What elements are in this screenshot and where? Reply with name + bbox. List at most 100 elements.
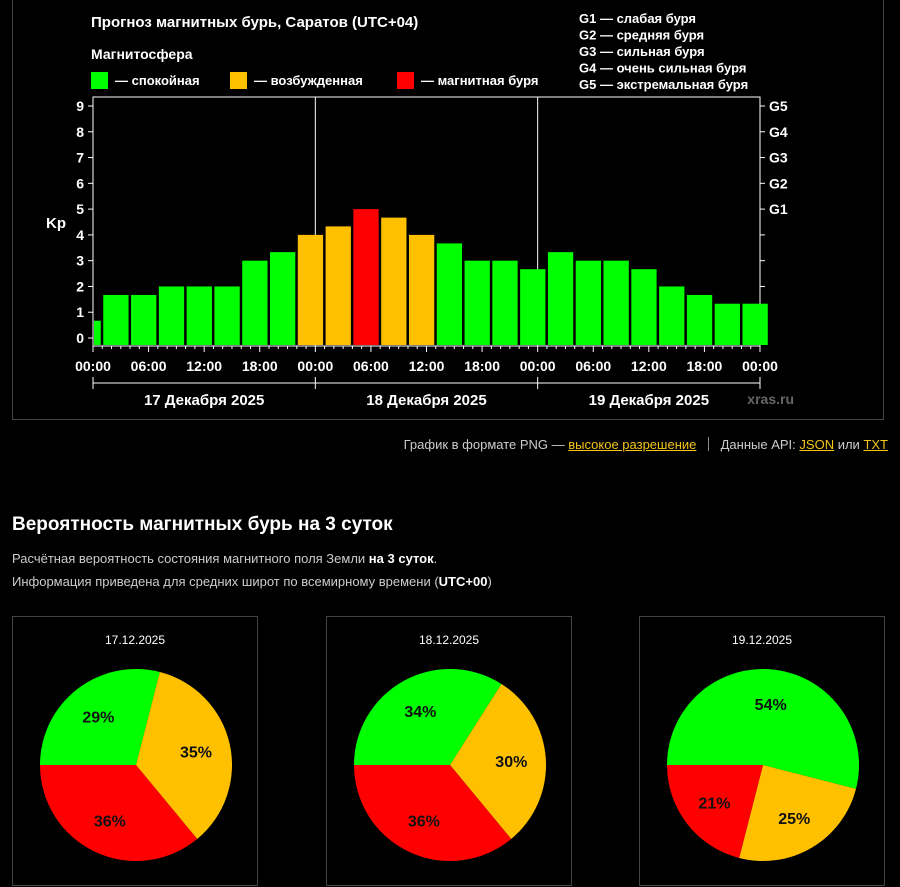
kp-bar [186, 286, 212, 345]
g-scale-item: G4 — очень сильная буря [579, 61, 746, 76]
x-tick-label: 00:00 [742, 358, 778, 374]
chart-title: Прогноз магнитных бурь, Саратов (UTC+04) [91, 14, 418, 31]
kp-bar [575, 260, 602, 345]
pie-slice-label: 34% [404, 704, 436, 721]
day-label: 17 Декабря 2025 [144, 392, 264, 409]
pie-slice-storm [40, 765, 198, 861]
kp-bar [381, 217, 407, 345]
pie-slice-active [739, 765, 856, 861]
pie-slice-quiet [40, 669, 160, 765]
png-label: График в формате PNG — [403, 437, 565, 452]
y-axis-label: Kp [46, 215, 66, 232]
x-tick-label: 18:00 [687, 358, 723, 374]
kp-bar [103, 294, 129, 345]
y-tick-label: 5 [76, 201, 84, 217]
txt-link[interactable]: TXT [863, 437, 888, 452]
kp-bar [464, 260, 490, 345]
pie-slice-label: 21% [698, 796, 730, 813]
g-scale-item: G2 — средняя буря [579, 28, 704, 43]
g-scale-item: G5 — экстремальная буря [579, 77, 748, 92]
pie-slice-active [450, 683, 546, 839]
hires-png-link[interactable]: высокое разрешение [568, 437, 697, 452]
json-link[interactable]: JSON [799, 437, 835, 452]
y-tick-label: 2 [76, 278, 84, 294]
pie-slice-storm [354, 765, 512, 861]
day-label: 18 Декабря 2025 [366, 392, 486, 409]
day-label: 19 Декабря 2025 [589, 392, 709, 409]
desc2-end: ) [487, 574, 492, 589]
g-tick-label: G4 [769, 124, 788, 140]
x-tick-label: 12:00 [186, 358, 222, 374]
kp-bar [492, 260, 518, 345]
export-links: График в формате PNG — высокое разрешени… [404, 437, 888, 452]
kp-bar [659, 286, 685, 345]
legend-swatch [91, 72, 108, 89]
pie-slice-quiet [354, 669, 502, 765]
x-tick-label: 00:00 [297, 358, 333, 374]
desc1-text: Расчётная вероятность состояния магнитно… [12, 551, 369, 566]
pie-card-day1: 17.12.2025 29% 35% 36% [12, 616, 258, 886]
pie-date: 18.12.2025 [418, 633, 480, 647]
x-tick-label: 06:00 [575, 358, 611, 374]
kp-bar [686, 294, 713, 345]
legend-label: — магнитная буря [421, 73, 538, 88]
pie-date: 19.12.2025 [731, 633, 793, 647]
x-tick-label: 06:00 [131, 358, 167, 374]
kp-bar [520, 269, 546, 345]
pie-chart: 29% 35% 36% [40, 669, 233, 861]
kp-bar [242, 260, 268, 345]
x-tick-label: 18:00 [242, 358, 278, 374]
kp-bar [436, 243, 463, 345]
legend-label: — возбужденная [254, 73, 363, 88]
description-line-2: Информация приведена для средних широт п… [12, 574, 492, 589]
pie-slice-label: 35% [180, 745, 212, 762]
pie-slice-label: 25% [778, 811, 810, 828]
pie-slice-label: 36% [408, 814, 440, 831]
pie-date: 17.12.2025 [104, 633, 166, 647]
g-tick-label: G5 [769, 98, 788, 114]
or-label: или [837, 437, 860, 452]
description-line-1: Расчётная вероятность состояния магнитно… [12, 551, 437, 566]
pie-slice-label: 30% [495, 754, 527, 771]
g-scale-item: G3 — сильная буря [579, 44, 705, 59]
pie-slice-label: 29% [82, 709, 114, 726]
desc2-text: Информация приведена для средних широт п… [12, 574, 439, 589]
probability-section-title: Вероятность магнитных бурь на 3 суток [12, 514, 393, 535]
kp-bar [297, 234, 324, 345]
pie-slice-label: 54% [755, 697, 787, 714]
g-tick-label: G1 [769, 201, 788, 217]
y-tick-label: 6 [76, 175, 84, 191]
kp-bar [131, 294, 157, 345]
g-scale-item: G1 — слабая буря [579, 11, 696, 26]
pie-slice-storm [667, 765, 763, 858]
x-tick-label: 12:00 [631, 358, 667, 374]
pie-slice-active [136, 672, 233, 839]
kp-bar [94, 320, 101, 345]
desc2-bold: UTC+00 [438, 574, 488, 589]
legend-swatch [230, 72, 247, 89]
kp-bar [408, 234, 435, 345]
kp-bar [742, 303, 768, 345]
links-divider [708, 437, 709, 451]
desc1-bold: на 3 суток [368, 551, 434, 566]
y-tick-label: 7 [76, 150, 84, 166]
pie-slice-label: 36% [94, 814, 126, 831]
y-tick-label: 9 [76, 98, 84, 114]
kp-bar [714, 303, 740, 345]
y-tick-label: 0 [76, 330, 84, 346]
kp-bar [603, 260, 629, 345]
desc1-end: . [433, 551, 438, 566]
x-tick-label: 12:00 [409, 358, 445, 374]
pie-chart: 34% 30% 36% [354, 669, 546, 861]
legend-label: — спокойная [115, 73, 200, 88]
kp-bar [353, 209, 379, 345]
x-tick-label: 18:00 [464, 358, 500, 374]
g-tick-label: G3 [769, 150, 788, 166]
kp-bar [270, 252, 296, 345]
pie-chart: 54% 25% 21% [667, 669, 859, 861]
pie-slice-quiet [667, 669, 859, 789]
kp-bar [631, 269, 657, 345]
x-tick-label: 00:00 [75, 358, 111, 374]
y-tick-label: 4 [76, 227, 84, 243]
